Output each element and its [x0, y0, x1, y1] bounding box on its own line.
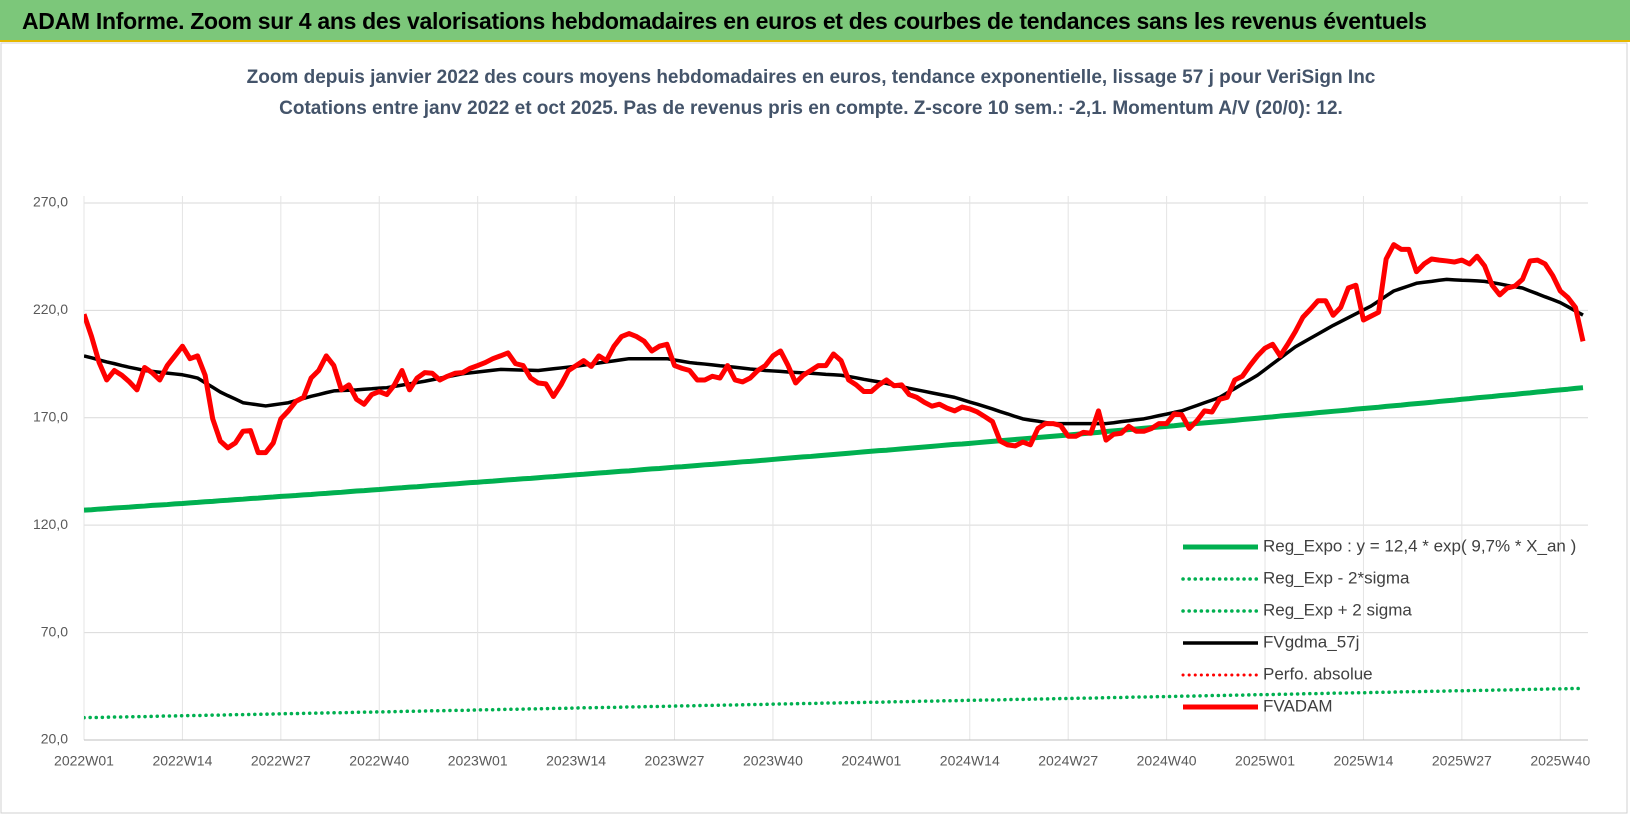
legend-label: Reg_Expo : y = 12,4 * exp( 9,7% * X_an ) [1263, 536, 1576, 555]
y-tick-label: 20,0 [41, 731, 68, 747]
legend-label: Reg_Exp - 2*sigma [1263, 568, 1410, 587]
y-tick-label: 270,0 [33, 194, 68, 210]
x-tick-label: 2024W14 [940, 753, 1000, 769]
y-tick-label: 70,0 [41, 623, 68, 639]
y-tick-label: 220,0 [33, 301, 68, 317]
x-tick-label: 2024W27 [1038, 753, 1098, 769]
chart-subtitle: Cotations entre janv 2022 et oct 2025. P… [279, 98, 1343, 119]
x-tick-label: 2025W40 [1530, 753, 1590, 769]
x-tick-label: 2022W14 [152, 753, 212, 769]
chart: Zoom depuis janvier 2022 des cours moyen… [0, 42, 1628, 814]
x-tick-label: 2023W40 [743, 753, 803, 769]
chart-title: Zoom depuis janvier 2022 des cours moyen… [247, 67, 1376, 88]
header-bar: ADAM Informe. Zoom sur 4 ans des valoris… [0, 0, 1630, 42]
title-backdrop [265, 60, 1357, 122]
x-tick-label: 2024W01 [841, 753, 901, 769]
x-tick-label: 2023W14 [546, 753, 606, 769]
series-line [84, 385, 1584, 513]
x-tick-label: 2024W40 [1137, 753, 1197, 769]
x-tick-label: 2022W40 [349, 753, 409, 769]
chart-frame [0, 42, 1628, 814]
x-tick-label: 2025W01 [1235, 753, 1295, 769]
legend-label: FVgdma_57j [1263, 632, 1359, 651]
y-tick-label: 170,0 [33, 408, 68, 424]
series-line [84, 242, 1586, 456]
x-tick-label: 2022W01 [54, 753, 114, 769]
header-title: ADAM Informe. Zoom sur 4 ans des valoris… [22, 8, 1427, 34]
series-line [84, 686, 1585, 720]
x-tick-label: 2025W27 [1432, 753, 1492, 769]
x-tick-label: 2023W01 [448, 753, 508, 769]
legend-label: Reg_Exp + 2 sigma [1263, 600, 1412, 619]
legend-label: Perfo. absolue [1263, 664, 1373, 683]
legend-label: FVADAM [1263, 696, 1333, 715]
y-tick-label: 120,0 [33, 516, 68, 532]
series-line [84, 277, 1584, 426]
x-tick-label: 2023W27 [645, 753, 705, 769]
x-tick-label: 2022W27 [251, 753, 311, 769]
x-tick-label: 2025W14 [1333, 753, 1393, 769]
